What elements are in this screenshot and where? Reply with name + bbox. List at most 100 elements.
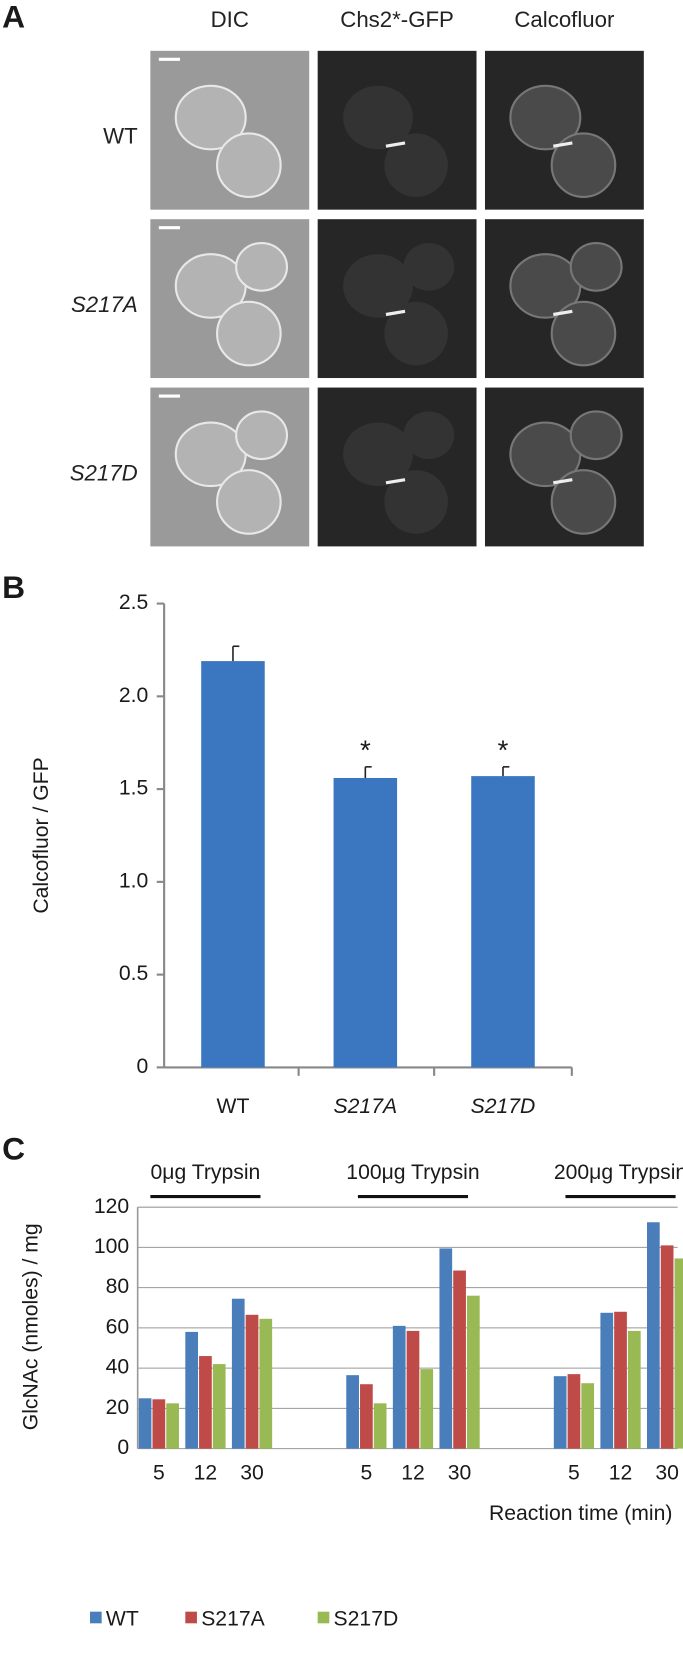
x-tick-label: 12: [401, 1462, 425, 1485]
cell: [403, 411, 455, 460]
row-label: S217A: [71, 292, 138, 317]
y-tick-label: 1.5: [119, 777, 148, 800]
legend-label: S217A: [201, 1608, 265, 1631]
y-tick-label: 1.0: [119, 869, 148, 892]
legend-label: S217D: [334, 1608, 399, 1631]
bar: [152, 1399, 166, 1449]
bar: [453, 1270, 466, 1449]
x-tick-label: 5: [153, 1462, 165, 1485]
bar: [660, 1245, 674, 1449]
bar: [600, 1312, 614, 1449]
bar: [138, 1398, 152, 1449]
group-label: 0μg Trypsin: [151, 1161, 261, 1184]
y-tick-label: 2.0: [119, 684, 148, 707]
cell: [384, 470, 448, 534]
bar: [199, 1356, 212, 1449]
cell: [550, 132, 617, 199]
legend-swatch: [90, 1611, 102, 1624]
cell: [235, 241, 289, 292]
column-header: Calcofluor: [514, 7, 615, 32]
cell: [343, 85, 413, 150]
panel-label: A: [2, 0, 25, 34]
x-axis-label: Reaction time (min): [489, 1502, 672, 1525]
legend-swatch: [185, 1611, 197, 1624]
y-tick-label: 40: [106, 1356, 130, 1379]
bar: [212, 1364, 226, 1449]
bar: [627, 1330, 641, 1449]
cell: [235, 410, 289, 461]
panel-label: C: [2, 1130, 25, 1166]
bar: [373, 1403, 387, 1449]
x-tick-label: 12: [609, 1462, 633, 1485]
bar: [201, 661, 265, 1068]
cell: [509, 84, 582, 151]
y-tick-label: 0: [117, 1436, 129, 1459]
cell: [550, 300, 617, 367]
x-tick-label: 30: [655, 1462, 679, 1485]
x-tick-label: WT: [217, 1095, 250, 1118]
y-axis-label: Calcofluor / GFP: [30, 757, 53, 913]
x-tick-label: 30: [448, 1462, 472, 1485]
cell: [550, 469, 617, 535]
cell: [343, 254, 413, 318]
cell: [174, 84, 247, 151]
bud-neck: [385, 309, 406, 317]
y-tick-label: 2.5: [119, 591, 148, 614]
x-tick-label: 12: [194, 1462, 218, 1485]
cell: [216, 469, 282, 535]
bar: [646, 1222, 660, 1449]
bar: [392, 1325, 406, 1449]
group-label: 100μg Trypsin: [346, 1161, 479, 1184]
group-label: 200μg Trypsin: [554, 1161, 683, 1184]
row-label: WT: [103, 124, 138, 149]
cell: [569, 410, 623, 461]
bar: [567, 1374, 581, 1449]
bud-neck: [553, 141, 573, 148]
x-tick-label: 5: [360, 1462, 372, 1485]
bar: [553, 1376, 567, 1449]
bar: [360, 1384, 373, 1449]
cell: [343, 422, 413, 487]
y-tick-label: 100: [94, 1235, 129, 1258]
bar: [674, 1258, 683, 1449]
bar: [245, 1314, 259, 1449]
bud-neck: [553, 478, 573, 485]
bar: [614, 1311, 627, 1449]
bar: [346, 1375, 359, 1449]
x-tick-label: 30: [240, 1462, 264, 1485]
bar: [581, 1383, 595, 1449]
bar: [166, 1403, 179, 1449]
x-tick-label: S217D: [471, 1095, 536, 1118]
bud-neck: [385, 478, 406, 485]
bar: [231, 1298, 245, 1449]
column-header: DIC: [211, 7, 249, 32]
cell: [216, 300, 282, 367]
bud-neck: [385, 141, 406, 148]
y-axis-label: GlcNAc (nmoles) / mg: [19, 1223, 42, 1430]
bar: [471, 776, 535, 1068]
cell: [216, 132, 282, 199]
x-tick-label: 5: [568, 1462, 580, 1485]
y-tick-label: 80: [106, 1275, 130, 1298]
bar: [406, 1330, 420, 1449]
bar: [333, 777, 398, 1068]
x-tick-label: S217A: [334, 1095, 398, 1118]
legend-swatch: [317, 1611, 330, 1624]
cell: [403, 243, 455, 291]
legend-label: WT: [106, 1608, 139, 1631]
cell: [384, 133, 448, 197]
cell: [384, 301, 448, 366]
bar: [466, 1295, 480, 1449]
row-label: S217D: [70, 460, 138, 485]
bar: [439, 1248, 453, 1449]
cell: [569, 241, 623, 292]
panel-label: B: [2, 569, 25, 605]
bar: [185, 1331, 199, 1449]
bar: [420, 1369, 434, 1449]
bud-neck: [553, 309, 573, 317]
significance-marker: *: [360, 734, 371, 765]
y-tick-label: 0.5: [119, 962, 148, 985]
column-header: Chs2*-GFP: [340, 7, 454, 32]
y-tick-label: 120: [94, 1195, 129, 1218]
